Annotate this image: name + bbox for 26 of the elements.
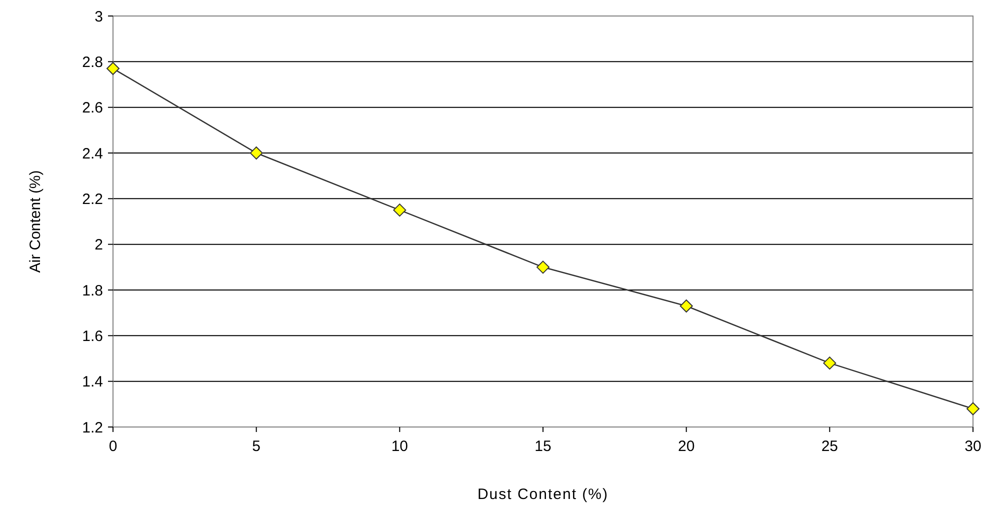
x-tick-label: 25 [821,438,838,455]
point [536,260,550,274]
point [966,402,980,416]
point [106,62,120,76]
x-tick-label: 0 [108,438,118,455]
y-tick-label: 2.6 [82,100,103,117]
x-tick-label: 5 [252,438,261,455]
x-tick-label: 30 [964,438,982,455]
x-axis-title: Dust Content (%) [477,486,609,503]
point [680,299,693,312]
y-tick-label: 2.2 [82,190,103,208]
y-tick-label: 2 [94,236,103,254]
point [823,356,836,370]
x-tick-label: 20 [678,438,695,455]
y-tick-label: 1.8 [82,282,103,300]
y-tick-label: 1.6 [82,328,103,345]
y-tick-label: 1.4 [82,374,103,391]
y-tick-label: 1.2 [82,419,103,436]
y-axis-title: Air Content (%) [27,170,44,273]
point [250,146,263,160]
y-tick-label: 2.8 [82,54,103,71]
y-tick-label: 2.4 [82,145,103,162]
x-tick-label: 15 [534,438,552,455]
x-tick-label: 10 [391,438,408,455]
y-tick-label: 3 [94,8,103,26]
point [393,204,406,217]
